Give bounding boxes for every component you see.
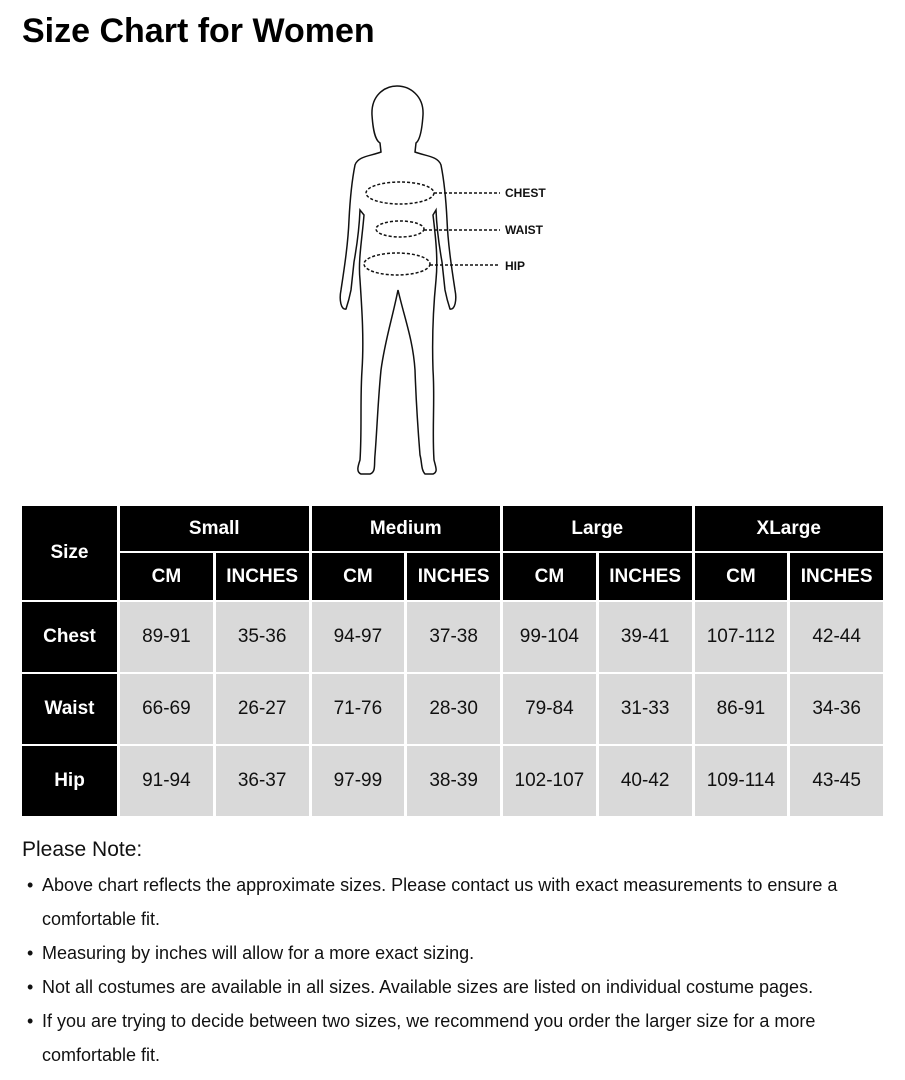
table-cell: 38-39 [407,746,500,816]
table-cell: 86-91 [694,674,788,744]
unit-header: INCHES [598,553,692,600]
row-label-waist: Waist [22,674,117,744]
note-item: • If you are trying to decide between two… [22,1004,892,1072]
table-cell: 109-114 [694,746,788,816]
note-item: • Not all costumes are available in all s… [22,970,892,1004]
row-label-hip: Hip [22,746,117,816]
page-title: Size Chart for Women [22,12,375,50]
note-text: Measuring by inches will allow for a mor… [42,943,475,963]
table-cell: 36-37 [215,746,309,816]
notes-title: Please Note: [22,838,143,861]
chest-measure-line [365,181,435,205]
table-cell: 42-44 [790,602,883,672]
table-cell: 43-45 [790,746,883,816]
size-xlarge-header: XLarge [694,506,883,551]
unit-header: CM [311,553,405,600]
hip-label: HIP [505,259,525,273]
table-cell: 39-41 [598,602,692,672]
table-cell: 40-42 [598,746,692,816]
unit-header: INCHES [790,553,883,600]
unit-header: INCHES [407,553,500,600]
table-cell: 91-94 [120,746,213,816]
chest-label: CHEST [505,186,546,200]
table-cell: 28-30 [407,674,500,744]
note-text: Above chart reflects the approximate siz… [42,875,838,929]
unit-header: CM [120,553,213,600]
table-cell: 31-33 [598,674,692,744]
table-cell: 102-107 [503,746,596,816]
size-medium-header: Medium [311,506,500,551]
table-cell: 97-99 [311,746,405,816]
size-small-header: Small [120,506,309,551]
row-label-chest: Chest [22,602,117,672]
body-measurement-figure: CHEST WAIST HIP [339,85,546,475]
unit-header: CM [503,553,596,600]
unit-header: CM [694,553,788,600]
table-cell: 37-38 [407,602,500,672]
waist-measure-line [375,220,425,238]
size-large-header: Large [503,506,692,551]
bullet-icon: • [27,977,34,997]
table-cell: 35-36 [215,602,309,672]
note-text: Not all costumes are available in all si… [42,977,814,997]
bullet-icon: • [27,875,34,895]
note-text: If you are trying to decide between two … [42,1011,816,1065]
table-cell: 94-97 [311,602,405,672]
size-table: Size Small Medium Large XLarge CM INCHES… [22,506,883,816]
size-header: Size [22,506,117,600]
bullet-icon: • [27,943,34,963]
table-cell: 66-69 [120,674,213,744]
notes-section: Please Note: • Above chart reflects the a… [22,838,892,1072]
table-cell: 34-36 [790,674,883,744]
hip-measure-line [363,252,431,276]
body-silhouette [339,85,457,475]
table-cell: 26-27 [215,674,309,744]
unit-header: INCHES [215,553,309,600]
table-cell: 99-104 [503,602,596,672]
bullet-icon: • [27,1011,34,1031]
table-cell: 107-112 [694,602,788,672]
note-item: • Above chart reflects the approximate si… [22,868,892,936]
waist-label: WAIST [505,223,544,237]
table-cell: 79-84 [503,674,596,744]
table-cell: 89-91 [120,602,213,672]
table-cell: 71-76 [311,674,405,744]
note-item: • Measuring by inches will allow for a mo… [22,936,892,970]
